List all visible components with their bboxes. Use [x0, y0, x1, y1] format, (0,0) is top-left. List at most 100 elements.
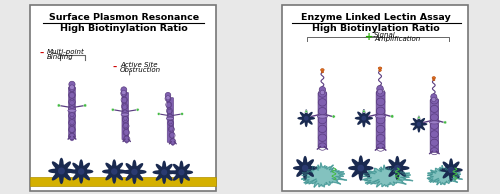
Text: Surface Plasmon Resonance: Surface Plasmon Resonance: [49, 13, 199, 22]
Circle shape: [332, 115, 335, 118]
Circle shape: [161, 169, 167, 175]
Polygon shape: [410, 116, 428, 133]
Polygon shape: [102, 159, 126, 184]
Ellipse shape: [378, 69, 382, 71]
Text: High Biotinylation Ratio: High Biotinylation Ratio: [60, 24, 188, 33]
Ellipse shape: [432, 79, 435, 81]
Circle shape: [131, 169, 138, 175]
Text: Multi-point: Multi-point: [47, 49, 84, 55]
Circle shape: [166, 96, 170, 100]
Circle shape: [358, 165, 364, 171]
Circle shape: [70, 85, 74, 90]
Ellipse shape: [123, 112, 128, 120]
Polygon shape: [362, 165, 413, 187]
Ellipse shape: [124, 120, 128, 128]
Circle shape: [432, 97, 436, 102]
Polygon shape: [69, 159, 94, 184]
Circle shape: [302, 165, 308, 171]
Text: Enzyme Linked Lectin Assay: Enzyme Linked Lectin Assay: [302, 13, 451, 22]
Circle shape: [122, 90, 126, 95]
FancyBboxPatch shape: [30, 5, 216, 191]
Circle shape: [320, 90, 324, 95]
Circle shape: [305, 110, 308, 113]
Text: Obstruction: Obstruction: [120, 67, 161, 73]
Polygon shape: [348, 155, 374, 181]
Text: Binding: Binding: [47, 54, 74, 60]
FancyBboxPatch shape: [430, 99, 438, 152]
Ellipse shape: [124, 127, 128, 136]
Circle shape: [78, 168, 84, 175]
Circle shape: [319, 87, 326, 93]
Circle shape: [431, 94, 437, 100]
Circle shape: [111, 168, 117, 175]
Circle shape: [376, 85, 384, 92]
Polygon shape: [385, 156, 409, 180]
Ellipse shape: [318, 115, 328, 118]
Text: High Biotinylation Ratio: High Biotinylation Ratio: [312, 24, 440, 33]
Polygon shape: [298, 109, 315, 127]
Ellipse shape: [170, 131, 174, 138]
Circle shape: [158, 113, 160, 115]
Ellipse shape: [432, 77, 436, 79]
Ellipse shape: [122, 89, 126, 97]
Ellipse shape: [122, 97, 126, 105]
Circle shape: [112, 108, 114, 111]
Ellipse shape: [430, 121, 439, 124]
Text: –: –: [40, 49, 44, 58]
Text: –: –: [112, 63, 116, 72]
Ellipse shape: [321, 71, 324, 73]
Text: +: +: [364, 31, 373, 42]
Ellipse shape: [122, 105, 127, 113]
FancyBboxPatch shape: [167, 98, 173, 143]
Circle shape: [362, 110, 365, 113]
Polygon shape: [293, 156, 318, 180]
Circle shape: [121, 87, 127, 93]
Ellipse shape: [70, 116, 74, 125]
Ellipse shape: [70, 132, 74, 141]
Ellipse shape: [320, 69, 324, 71]
Ellipse shape: [170, 138, 175, 145]
Ellipse shape: [70, 100, 74, 109]
Polygon shape: [440, 158, 462, 182]
Circle shape: [178, 169, 184, 175]
Ellipse shape: [378, 67, 382, 69]
FancyBboxPatch shape: [376, 92, 385, 149]
Circle shape: [136, 108, 139, 111]
Text: Amplification: Amplification: [374, 36, 420, 42]
Circle shape: [378, 89, 382, 94]
Circle shape: [58, 167, 65, 174]
FancyBboxPatch shape: [318, 92, 326, 148]
Ellipse shape: [166, 117, 173, 120]
Ellipse shape: [168, 116, 172, 124]
Circle shape: [418, 117, 420, 119]
Circle shape: [390, 115, 394, 118]
Text: Signal: Signal: [374, 32, 396, 38]
Circle shape: [180, 113, 184, 115]
Bar: [30, 177, 216, 186]
Polygon shape: [122, 160, 146, 184]
Ellipse shape: [166, 95, 170, 102]
Circle shape: [394, 165, 400, 171]
Ellipse shape: [169, 123, 173, 131]
Ellipse shape: [376, 115, 386, 118]
Circle shape: [362, 116, 366, 121]
Circle shape: [58, 104, 60, 107]
FancyBboxPatch shape: [282, 5, 469, 191]
Circle shape: [165, 92, 171, 98]
Polygon shape: [170, 161, 193, 184]
Circle shape: [69, 81, 75, 87]
Circle shape: [444, 121, 446, 124]
Circle shape: [448, 167, 454, 173]
FancyBboxPatch shape: [122, 92, 128, 140]
Polygon shape: [427, 165, 462, 185]
Circle shape: [416, 122, 421, 126]
Polygon shape: [152, 161, 176, 184]
Ellipse shape: [121, 113, 129, 116]
Circle shape: [304, 116, 308, 121]
Polygon shape: [48, 158, 74, 184]
Text: Active Site: Active Site: [120, 62, 158, 68]
Ellipse shape: [70, 108, 74, 117]
Ellipse shape: [68, 109, 76, 112]
Polygon shape: [302, 163, 347, 187]
Ellipse shape: [124, 135, 129, 143]
